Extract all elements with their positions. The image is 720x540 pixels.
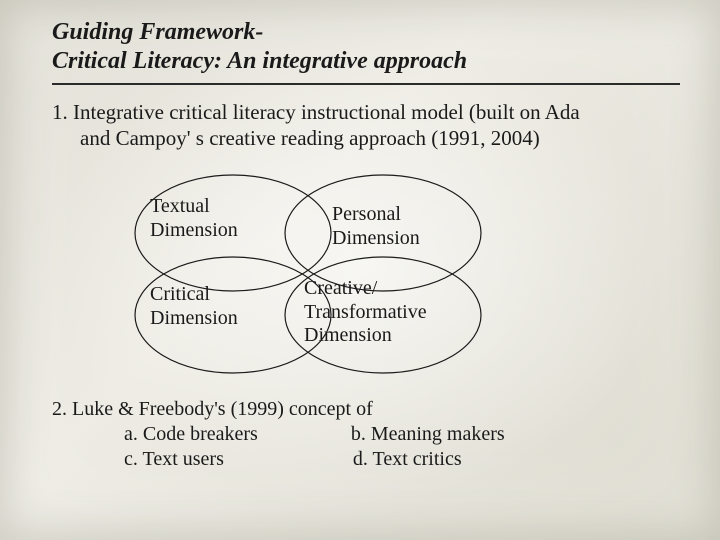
venn-label-creative: Creative/ Transformative Dimension xyxy=(304,277,427,348)
point-2: 2. Luke & Freebody's (1999) concept of a… xyxy=(52,397,680,472)
venn-label-critical: Critical Dimension xyxy=(150,283,238,330)
point-1-line-1: 1. Integrative critical literacy instruc… xyxy=(52,100,580,124)
venn-label-textual: Textual Dimension xyxy=(150,195,238,242)
venn-svg xyxy=(78,153,638,391)
title-line-1: Guiding Framework- xyxy=(52,19,263,45)
point-2-line-1: 2. Luke & Freebody's (1999) concept of xyxy=(52,397,680,422)
point-2-a: a. Code breakers xyxy=(124,423,258,445)
venn-diagram: Textual Dimension Personal Dimension Cri… xyxy=(78,153,638,391)
point-2-d: d. Text critics xyxy=(353,447,462,472)
slide-title: Guiding Framework- Critical Literacy: An… xyxy=(52,18,680,85)
point-1-line-2: and Campoy' s creative reading approach … xyxy=(52,125,680,151)
point-1: 1. Integrative critical literacy instruc… xyxy=(52,99,680,152)
venn-label-personal: Personal Dimension xyxy=(332,203,420,250)
point-2-b: b. Meaning makers xyxy=(351,422,505,447)
slide-root: Guiding Framework- Critical Literacy: An… xyxy=(0,0,720,540)
point-2-c: c. Text users xyxy=(124,448,224,470)
title-line-2: Critical Literacy: An integrative approa… xyxy=(52,48,467,74)
